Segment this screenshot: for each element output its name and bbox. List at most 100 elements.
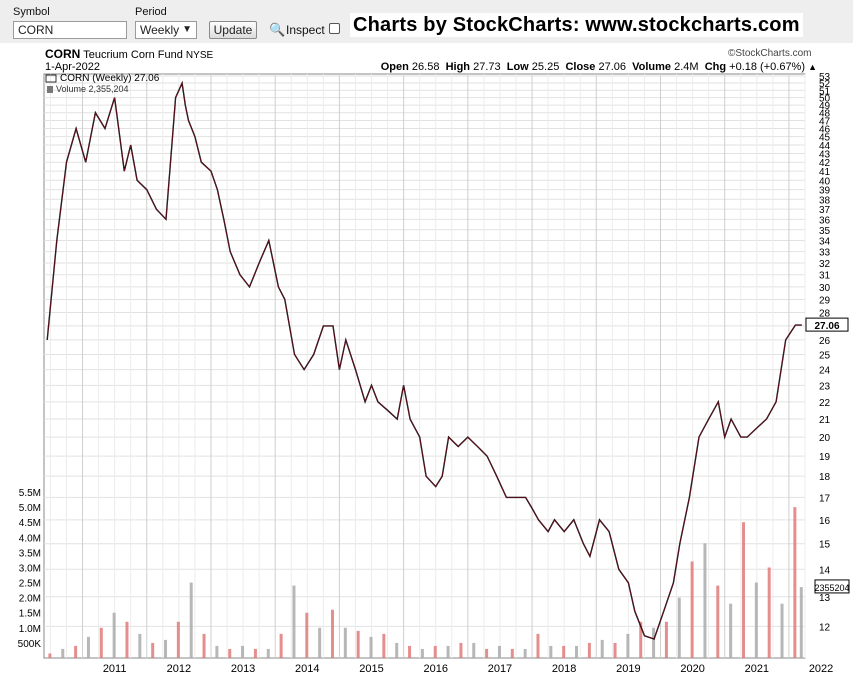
price-tick-label: 52: [819, 79, 831, 90]
up-arrow-icon: ▲: [808, 62, 817, 72]
volume-bar: [420, 648, 424, 658]
price-tick-label: 17: [819, 493, 831, 504]
volume-tick-label: 4.5M: [19, 518, 41, 529]
price-tick-label: 45: [819, 133, 831, 144]
volume-bar: [86, 636, 90, 658]
volume-bar: [112, 612, 116, 658]
close-label: Close: [565, 61, 596, 73]
volume-bar: [189, 582, 193, 658]
chart-date: 1-Apr-2022: [45, 61, 101, 73]
volume-tick-label: 2.0M: [19, 594, 41, 605]
volume-bar: [292, 585, 296, 658]
volume-bar: [61, 648, 65, 658]
volume-bar: [305, 612, 309, 658]
price-tick-label: 36: [819, 215, 831, 226]
price-tick-label: 19: [819, 452, 831, 463]
price-tick-label: 21: [819, 415, 831, 426]
price-tick-label: 44: [819, 141, 831, 152]
year-tick-label: 2015: [359, 663, 383, 675]
price-tick-label: 25: [819, 350, 831, 361]
volume-bar: [690, 561, 694, 658]
price-tick-label: 53: [819, 72, 831, 83]
price-tick-label: 14: [819, 565, 831, 576]
volume-bar: [536, 633, 540, 658]
volume-tick-label: 1.5M: [19, 609, 41, 620]
year-tick-label: 2013: [231, 663, 255, 675]
volume-bar: [369, 636, 373, 658]
price-tick-label: 22: [819, 398, 831, 409]
year-tick-label: 2012: [167, 663, 191, 675]
price-tick-label: 28: [819, 308, 831, 319]
price-tick-label: 40: [819, 176, 831, 187]
inspect-checkbox[interactable]: [329, 23, 340, 34]
volume-tick-label: 500K: [18, 639, 42, 650]
volume-bar: [125, 621, 129, 658]
price-tick-label: 12: [819, 622, 831, 633]
volume-bar: [356, 630, 360, 658]
price-tick-label: 35: [819, 226, 831, 237]
price-tick-label: 31: [819, 271, 831, 282]
open-value: 26.58: [411, 61, 440, 73]
last-volume-box: [814, 579, 850, 594]
price-tick-label: 20: [819, 433, 831, 444]
price-tick-label: 34: [819, 237, 831, 248]
price-tick-label: 48: [819, 109, 831, 120]
period-label: Period: [135, 6, 167, 18]
price-series-down-overlay: [46, 82, 802, 640]
volume-bar: [729, 603, 733, 658]
toolbar: Symbol CORN Period Weekly ▼ Update 🔍 Ins…: [0, 0, 853, 43]
volume-bar: [793, 507, 797, 658]
price-tick-label: 33: [819, 248, 831, 259]
volume-bar: [523, 648, 527, 658]
price-tick-label: 41: [819, 167, 831, 178]
volume-bar: [48, 653, 52, 658]
year-tick-label: 2021: [745, 663, 769, 675]
symbol-input[interactable]: CORN: [13, 21, 127, 39]
price-tick-label: 51: [819, 86, 831, 97]
volume-bar: [741, 522, 745, 658]
volume-tick-label: 3.5M: [19, 548, 41, 559]
volume-bar: [562, 645, 566, 658]
low-label: Low: [506, 61, 529, 73]
price-tick-label: 42: [819, 158, 831, 169]
year-tick-label: 2019: [616, 663, 640, 675]
volume-tick-label: 5.0M: [19, 503, 41, 514]
volume-bar: [549, 645, 553, 658]
volume-legend: Volume 2,355,204: [56, 84, 129, 94]
period-select[interactable]: Weekly ▼: [135, 21, 197, 39]
chart-header: CORN Teucrium Corn Fund NYSE: [45, 47, 213, 61]
volume-bar: [228, 648, 232, 658]
price-tick-label: 46: [819, 124, 831, 135]
period-value: Weekly: [140, 23, 180, 37]
volume-bar: [164, 639, 168, 658]
volume-bar: [497, 645, 501, 658]
price-tick-label: 30: [819, 283, 831, 294]
update-button[interactable]: Update: [209, 21, 257, 39]
inspect-label: Inspect: [286, 23, 325, 37]
volume-tick-label: 2.5M: [19, 579, 41, 590]
volume-bar: [202, 633, 206, 658]
volume-bar: [433, 645, 437, 658]
volume-bar: [330, 609, 334, 658]
price-tick-label: 24: [819, 366, 831, 377]
last-volume-label: 2355204: [814, 583, 849, 593]
price-tick-label: 13: [819, 593, 831, 604]
year-tick-label: 2017: [488, 663, 512, 675]
volume-bar: [318, 627, 322, 658]
volume-bar: [780, 603, 784, 658]
ohlc-readout: Open 26.58 High 27.73 Low 25.25 Close 27…: [381, 61, 817, 73]
volume-tick-label: 5.5M: [19, 488, 41, 499]
year-tick-label: 2020: [680, 663, 704, 675]
price-tick-label: 49: [819, 101, 831, 112]
chevron-down-icon: ▼: [182, 24, 192, 35]
volume-bar: [459, 642, 463, 658]
high-value: 27.73: [473, 61, 501, 73]
volume-bar: [279, 633, 283, 658]
volume-bar: [600, 639, 604, 658]
price-tick-label: 26: [819, 336, 831, 347]
high-label: High: [445, 61, 471, 73]
volume-bar: [510, 648, 514, 658]
price-tick-label: 18: [819, 472, 831, 483]
volume-bar: [138, 633, 142, 658]
volume-label: Volume: [632, 61, 672, 73]
